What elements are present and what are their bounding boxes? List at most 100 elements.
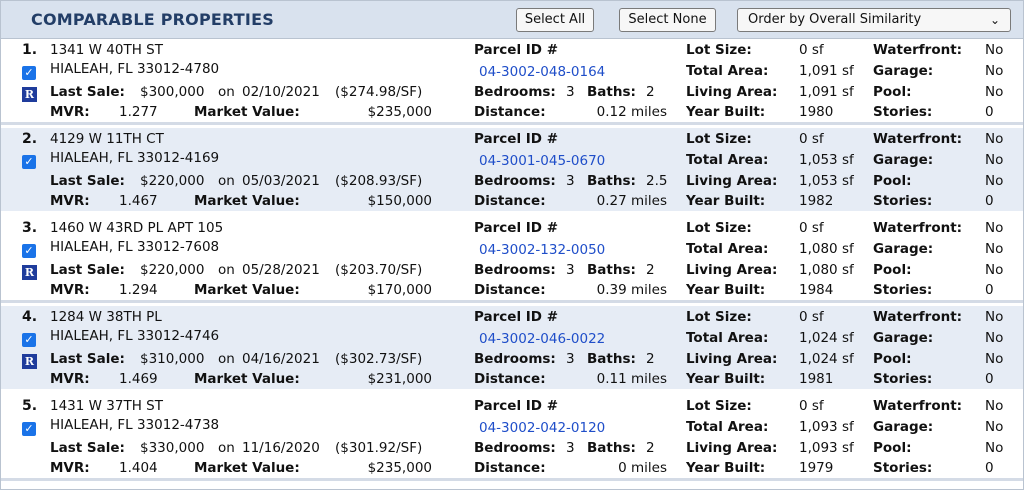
stories-value: 0 xyxy=(985,193,994,209)
year-built-label: Year Built: xyxy=(686,193,766,209)
parcel-id-label: Parcel ID # xyxy=(474,42,559,58)
realtor-logo-icon[interactable]: R xyxy=(22,354,37,369)
mvr-label: MVR: xyxy=(50,460,90,476)
market-value-label: Market Value: xyxy=(194,371,300,387)
market-value-label: Market Value: xyxy=(194,460,300,476)
market-value-label: Market Value: xyxy=(194,193,300,209)
checkbox-checked-icon[interactable]: ✓ xyxy=(22,66,36,80)
checkbox-checked-icon[interactable]: ✓ xyxy=(22,422,36,436)
property-city: HIALEAH, FL 33012-4738 xyxy=(50,417,220,433)
price-per-sf: ($274.98/SF) xyxy=(335,84,423,100)
stories-label: Stories: xyxy=(873,371,933,387)
sale-price: $220,000 xyxy=(140,262,205,278)
bedrooms-label: Bedrooms: xyxy=(474,84,556,100)
market-value: $150,000 xyxy=(367,193,432,209)
year-built-label: Year Built: xyxy=(686,104,766,120)
lot-size-value: 0 sf xyxy=(799,398,824,414)
checkbox-checked-icon[interactable]: ✓ xyxy=(22,155,36,169)
property-row: 2. ✓ 4129 W 11TH CT HIALEAH, FL 33012-41… xyxy=(1,128,1023,214)
property-row: 4. ✓ R 1284 W 38TH PL HIALEAH, FL 33012-… xyxy=(1,306,1023,392)
mvr-value: 1.277 xyxy=(119,104,158,120)
order-by-select-value: Order by Overall Similarity xyxy=(748,12,922,27)
lot-size-value: 0 sf xyxy=(799,42,824,58)
property-index: 5. xyxy=(22,398,38,414)
parcel-id-link[interactable]: 04-3002-132-0050 xyxy=(479,242,606,258)
mvr-value: 1.404 xyxy=(119,460,158,476)
bedrooms-value: 3 xyxy=(566,351,575,367)
parcel-id-link[interactable]: 04-3001-045-0670 xyxy=(479,153,606,169)
baths-label: Baths: xyxy=(587,262,636,278)
parcel-id-link[interactable]: 04-3002-046-0022 xyxy=(479,331,606,347)
stories-value: 0 xyxy=(985,371,994,387)
sale-price: $300,000 xyxy=(140,84,205,100)
living-area-label: Living Area: xyxy=(686,84,778,100)
distance-value: 0 miles xyxy=(618,460,667,476)
sale-on-label: on xyxy=(218,173,235,189)
stories-label: Stories: xyxy=(873,460,933,476)
checkbox-checked-icon[interactable]: ✓ xyxy=(22,244,36,258)
mvr-label: MVR: xyxy=(50,193,90,209)
garage-label: Garage: xyxy=(873,241,934,257)
garage-label: Garage: xyxy=(873,152,934,168)
distance-label: Distance: xyxy=(474,282,546,298)
checkbox-checked-icon[interactable]: ✓ xyxy=(22,333,36,347)
sale-date: 04/16/2021 xyxy=(242,351,320,367)
total-area-value: 1,091 sf xyxy=(799,63,854,79)
mvr-label: MVR: xyxy=(50,282,90,298)
sale-on-label: on xyxy=(218,84,235,100)
waterfront-value: No xyxy=(985,309,1004,325)
parcel-id-label: Parcel ID # xyxy=(474,131,559,147)
pool-label: Pool: xyxy=(873,351,912,367)
year-built-value: 1982 xyxy=(799,193,834,209)
parcel-id-label: Parcel ID # xyxy=(474,220,559,236)
realtor-logo-icon[interactable]: R xyxy=(22,87,37,102)
distance-label: Distance: xyxy=(474,371,546,387)
waterfront-label: Waterfront: xyxy=(873,309,963,325)
stories-label: Stories: xyxy=(873,193,933,209)
stories-value: 0 xyxy=(985,104,994,120)
property-address: 1431 W 37TH ST xyxy=(50,398,163,414)
pool-label: Pool: xyxy=(873,173,912,189)
garage-value: No xyxy=(985,241,1004,257)
order-by-select[interactable]: Order by Overall Similarity ⌄ xyxy=(737,8,1011,32)
baths-label: Baths: xyxy=(587,440,636,456)
price-per-sf: ($203.70/SF) xyxy=(335,262,423,278)
panel-title: COMPARABLE PROPERTIES xyxy=(31,10,274,29)
year-built-value: 1981 xyxy=(799,371,834,387)
stories-label: Stories: xyxy=(873,282,933,298)
parcel-id-label: Parcel ID # xyxy=(474,309,559,325)
waterfront-value: No xyxy=(985,42,1004,58)
baths-value: 2 xyxy=(646,84,655,100)
property-index: 1. xyxy=(22,42,38,58)
parcel-id-link[interactable]: 04-3002-042-0120 xyxy=(479,420,606,436)
property-city: HIALEAH, FL 33012-4169 xyxy=(50,150,220,166)
pool-value: No xyxy=(985,262,1004,278)
property-city: HIALEAH, FL 33012-7608 xyxy=(50,239,220,255)
waterfront-value: No xyxy=(985,220,1004,236)
sale-price: $330,000 xyxy=(140,440,205,456)
waterfront-label: Waterfront: xyxy=(873,398,963,414)
living-area-value: 1,091 sf xyxy=(799,84,854,100)
stories-value: 0 xyxy=(985,460,994,476)
living-area-value: 1,093 sf xyxy=(799,440,854,456)
select-none-button[interactable]: Select None xyxy=(619,8,716,32)
garage-value: No xyxy=(985,419,1004,435)
baths-value: 2 xyxy=(646,440,655,456)
realtor-logo-icon[interactable]: R xyxy=(22,265,37,280)
total-area-label: Total Area: xyxy=(686,419,769,435)
parcel-id-link[interactable]: 04-3002-048-0164 xyxy=(479,64,606,80)
market-value-label: Market Value: xyxy=(194,282,300,298)
distance-label: Distance: xyxy=(474,193,546,209)
total-area-label: Total Area: xyxy=(686,152,769,168)
mvr-value: 1.469 xyxy=(119,371,158,387)
sale-date: 05/28/2021 xyxy=(242,262,320,278)
chevron-down-icon: ⌄ xyxy=(989,13,1000,27)
lot-size-label: Lot Size: xyxy=(686,220,752,236)
garage-label: Garage: xyxy=(873,63,934,79)
baths-value: 2.5 xyxy=(646,173,668,189)
baths-value: 2 xyxy=(646,351,655,367)
garage-label: Garage: xyxy=(873,330,934,346)
select-all-button[interactable]: Select All xyxy=(516,8,594,32)
garage-value: No xyxy=(985,152,1004,168)
garage-value: No xyxy=(985,330,1004,346)
